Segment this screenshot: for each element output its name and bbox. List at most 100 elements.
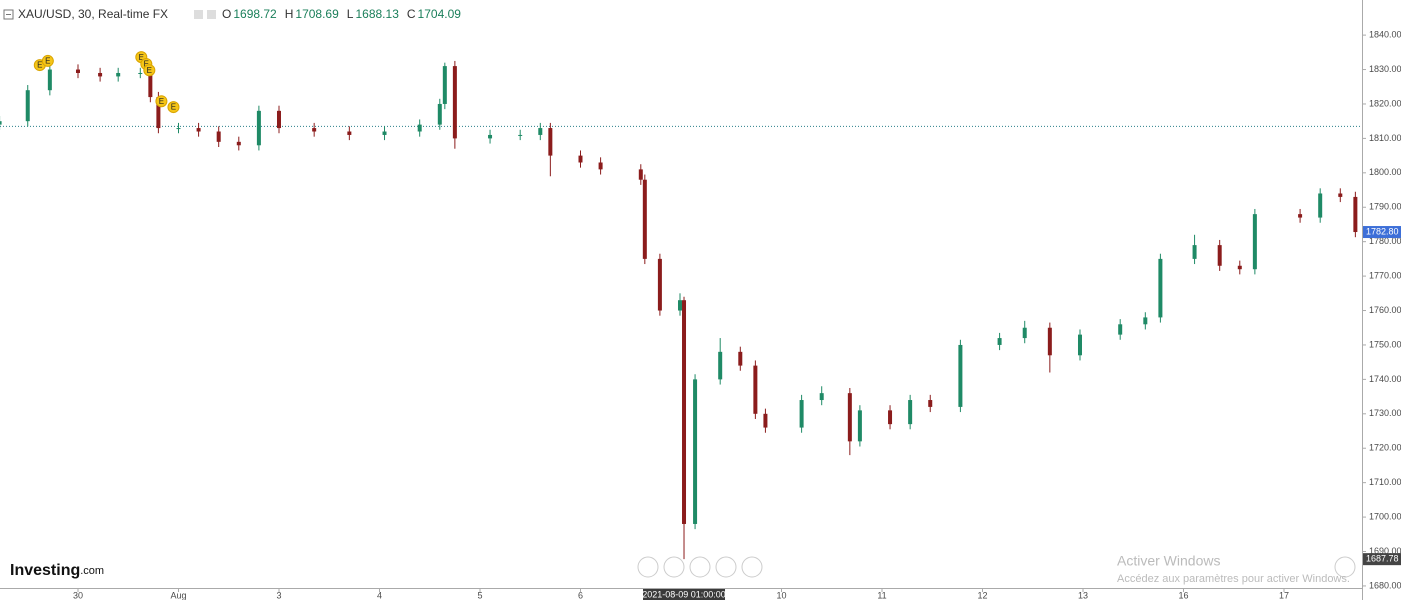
candle-body	[452, 66, 457, 139]
ohlc-key: H	[285, 7, 294, 21]
candle-body	[116, 72, 121, 77]
candle-body	[1237, 265, 1242, 270]
candle-body	[847, 393, 852, 442]
y-tick-label: 1710.00	[1369, 477, 1401, 487]
candle-body	[312, 128, 317, 132]
candle-body	[718, 351, 723, 380]
candle-body	[216, 131, 221, 142]
candle-body	[1047, 327, 1052, 356]
candle-body	[888, 410, 893, 425]
candle-body	[75, 69, 80, 73]
x-tick-label: 12	[977, 590, 987, 600]
candle-body	[138, 72, 143, 74]
x-tick-label: Aug	[170, 590, 186, 600]
candle-body	[196, 128, 201, 132]
low-price-box	[1363, 553, 1401, 566]
y-tick-label: 1690.00	[1369, 546, 1401, 556]
y-tick-label: 1780.00	[1369, 236, 1401, 246]
x-tick-label: 17	[1279, 590, 1289, 600]
candle-body	[908, 400, 913, 425]
y-tick-label: 1820.00	[1369, 98, 1401, 108]
x-tick-label: 5	[477, 590, 482, 600]
candle-body	[1143, 317, 1148, 325]
candle-body	[98, 72, 103, 77]
candle-body	[0, 121, 2, 125]
y-tick-label: 1830.00	[1369, 64, 1401, 74]
candle-body	[799, 400, 804, 428]
scroll-right[interactable]	[741, 556, 763, 578]
ohlc-value: 1698.72	[233, 7, 277, 21]
symbol: XAU/USD, 30, Real-time FX	[18, 7, 168, 21]
event-marker	[41, 54, 54, 67]
event-label: E	[139, 53, 144, 62]
candle-body	[693, 379, 698, 524]
close-icon[interactable]	[207, 10, 216, 19]
candle-body	[256, 110, 261, 146]
y-tick-label: 1700.00	[1369, 511, 1401, 521]
event-label: E	[37, 61, 42, 70]
candle-body	[642, 179, 647, 259]
candle-body	[25, 90, 30, 122]
scroll-end[interactable]	[1334, 556, 1356, 578]
candle-body	[819, 393, 824, 401]
candle-body	[1353, 196, 1358, 233]
zoom-out[interactable]	[663, 556, 685, 578]
event-marker	[167, 101, 180, 114]
x-tick-label: 11	[877, 590, 886, 600]
y-tick-label: 1840.00	[1369, 29, 1401, 39]
ohlc-key: L	[347, 7, 354, 21]
candle-body	[347, 131, 352, 135]
candle-body	[382, 131, 387, 135]
candle-body	[958, 344, 963, 407]
y-tick-label: 1750.00	[1369, 339, 1401, 349]
ohlc-value: 1688.13	[355, 7, 399, 21]
candle-body	[548, 128, 553, 156]
event-label: E	[171, 103, 176, 112]
crosshair-label: 2021-08-09 01:00:00	[642, 589, 726, 599]
activate-text: Accédez aux paramètres pour activer Wind…	[1117, 573, 1350, 585]
candle-body	[1077, 334, 1082, 356]
y-tick-label: 1770.00	[1369, 270, 1401, 280]
reset[interactable]	[689, 556, 711, 578]
candle-body	[47, 69, 52, 91]
nav-buttons	[637, 556, 1356, 578]
logo: Investing.com	[10, 562, 104, 579]
activate-title: Activer Windows	[1117, 553, 1220, 569]
candle-body	[1022, 327, 1027, 339]
settings-icon[interactable]	[194, 10, 203, 19]
candle-body	[1192, 245, 1197, 259]
candle-body	[236, 141, 241, 146]
candle-body	[1217, 245, 1222, 266]
x-tick-label: 6	[578, 590, 583, 600]
candle-body	[176, 128, 181, 130]
candle-body	[657, 258, 662, 311]
y-tick-label: 1760.00	[1369, 305, 1401, 315]
ohlc-key: O	[222, 7, 231, 21]
candle-body	[997, 338, 1002, 345]
candle-body	[488, 134, 493, 139]
x-tick-label: 30	[73, 590, 83, 600]
candle-body	[437, 103, 442, 125]
last-price-label: 1782.80	[1366, 226, 1399, 236]
plot: 1680.001690.001700.001710.001720.001730.…	[0, 29, 1401, 600]
candle-body	[538, 128, 543, 135]
scroll-left[interactable]	[637, 556, 659, 578]
candle-body	[857, 410, 862, 442]
event-label: E	[144, 60, 149, 69]
y-tick-label: 1730.00	[1369, 408, 1401, 418]
candle-body	[1338, 193, 1343, 197]
candle-body	[598, 162, 603, 170]
candle-body	[677, 300, 682, 311]
y-tick-label: 1680.00	[1369, 580, 1401, 590]
logo-suffix: .com	[80, 565, 104, 577]
ohlc-values: O 1698.72 H 1708.69 L 1688.13 C 1704.09	[222, 7, 461, 21]
zoom-in[interactable]	[715, 556, 737, 578]
collapse-icon[interactable]	[3, 9, 14, 20]
y-tick-label: 1800.00	[1369, 167, 1401, 177]
candle-body	[1118, 324, 1123, 335]
y-tick-label: 1790.00	[1369, 202, 1401, 212]
candle-body	[738, 351, 743, 366]
candle-body	[1252, 214, 1257, 270]
event-marker	[155, 95, 168, 108]
